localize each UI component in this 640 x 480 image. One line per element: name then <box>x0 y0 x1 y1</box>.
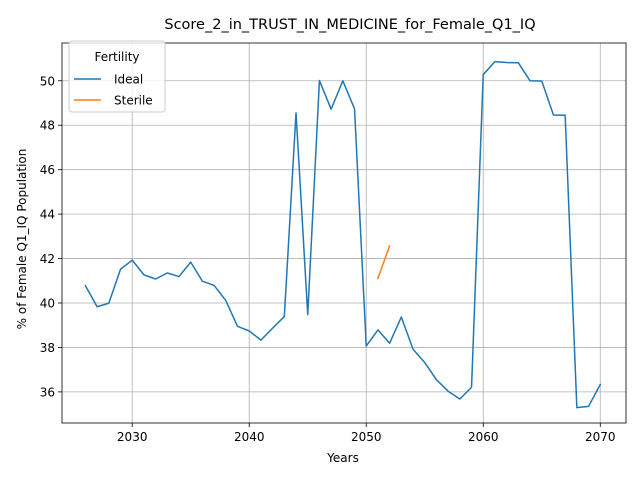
grid <box>62 43 626 423</box>
series-lines <box>84 60 602 409</box>
legend-title: Fertility <box>94 50 139 64</box>
legend-label-ideal: Ideal <box>114 73 143 87</box>
legend: Fertility Ideal Sterile <box>68 40 166 113</box>
series-line-ideal <box>84 60 602 409</box>
x-tick-label: 2070 <box>585 430 616 444</box>
axis-ticks: 2030 2040 2050 2060 2070 36 38 40 42 44 46 48 50 <box>40 74 616 444</box>
x-tick-label: 2040 <box>234 430 265 444</box>
chart-title: Score_2_in_TRUST_IN_MEDICINE_for_Female_… <box>164 17 535 33</box>
y-tick-label: 46 <box>40 163 55 177</box>
y-tick-label: 40 <box>40 297 55 311</box>
y-tick-label: 42 <box>40 252 55 266</box>
y-tick-label: 50 <box>40 74 55 88</box>
legend-entries: Ideal Sterile <box>74 73 153 108</box>
axes-frame <box>61 42 627 424</box>
legend-label-sterile: Sterile <box>114 94 153 108</box>
series-line-sterile <box>376 244 391 280</box>
legend-box <box>68 40 166 113</box>
x-tick-label: 2050 <box>351 430 382 444</box>
y-tick-label: 48 <box>40 119 55 133</box>
x-tick-label: 2060 <box>468 430 499 444</box>
y-tick-label: 38 <box>40 341 55 355</box>
y-tick-label: 36 <box>40 385 55 399</box>
y-tick-label: 44 <box>40 208 55 222</box>
x-tick-label: 2030 <box>117 430 148 444</box>
y-axis-label: % of Female Q1_IQ Population <box>15 149 29 330</box>
x-axis-label: Years <box>326 451 359 465</box>
